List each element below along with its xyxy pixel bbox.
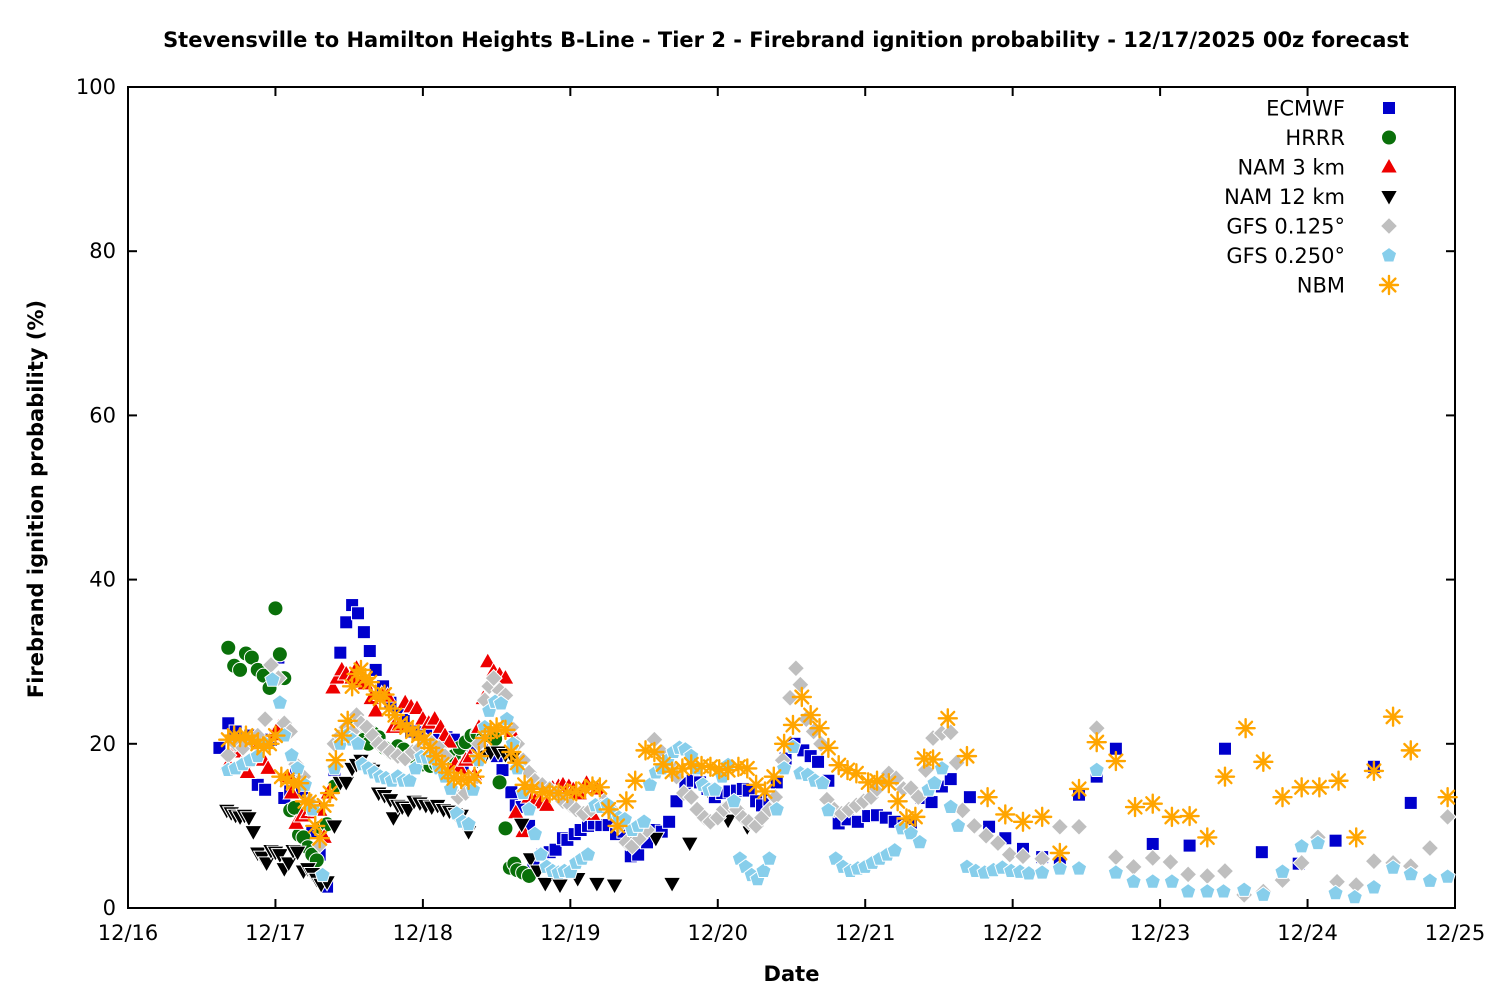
y-tick-label: 100 <box>76 75 116 99</box>
legend-label: GFS 0.250° <box>1226 244 1345 268</box>
legend-label: HRRR <box>1285 126 1345 150</box>
x-tick-label: 12/24 <box>1277 921 1338 945</box>
series-nam-12-km <box>217 745 757 896</box>
y-tick-label: 0 <box>103 896 116 920</box>
chart-title: Stevensville to Hamilton Heights B-Line … <box>163 28 1409 52</box>
y-tick-label: 20 <box>89 732 116 756</box>
legend-label: NAM 12 km <box>1224 185 1345 209</box>
y-tick-label: 60 <box>89 403 116 427</box>
x-tick-label: 12/20 <box>688 921 749 945</box>
x-axis-title: Date <box>763 962 820 986</box>
x-tick-label: 12/18 <box>393 921 454 945</box>
y-tick-label: 40 <box>89 568 116 592</box>
x-tick-label: 12/17 <box>245 921 306 945</box>
x-tick-label: 12/21 <box>835 921 896 945</box>
legend-label: NAM 3 km <box>1237 156 1345 180</box>
series-nbm <box>218 659 1458 864</box>
plot-border <box>127 86 1456 909</box>
x-tick-label: 12/19 <box>540 921 601 945</box>
x-tick-label: 12/23 <box>1130 921 1191 945</box>
x-tick-label: 12/25 <box>1425 921 1486 945</box>
x-tick-label: 12/16 <box>98 921 159 945</box>
x-tick-label: 12/22 <box>982 921 1043 945</box>
legend-label: NBM <box>1297 274 1345 298</box>
legend-label: GFS 0.125° <box>1226 215 1345 239</box>
legend-label: ECMWF <box>1266 97 1345 121</box>
y-axis-title: Firebrand ignition probability (%) <box>24 299 48 699</box>
y-tick-label: 80 <box>89 239 116 263</box>
legend: ECMWF HRRR NAM 3 km NAM 12 km GFS 0.125° GFS … <box>1224 97 1400 298</box>
